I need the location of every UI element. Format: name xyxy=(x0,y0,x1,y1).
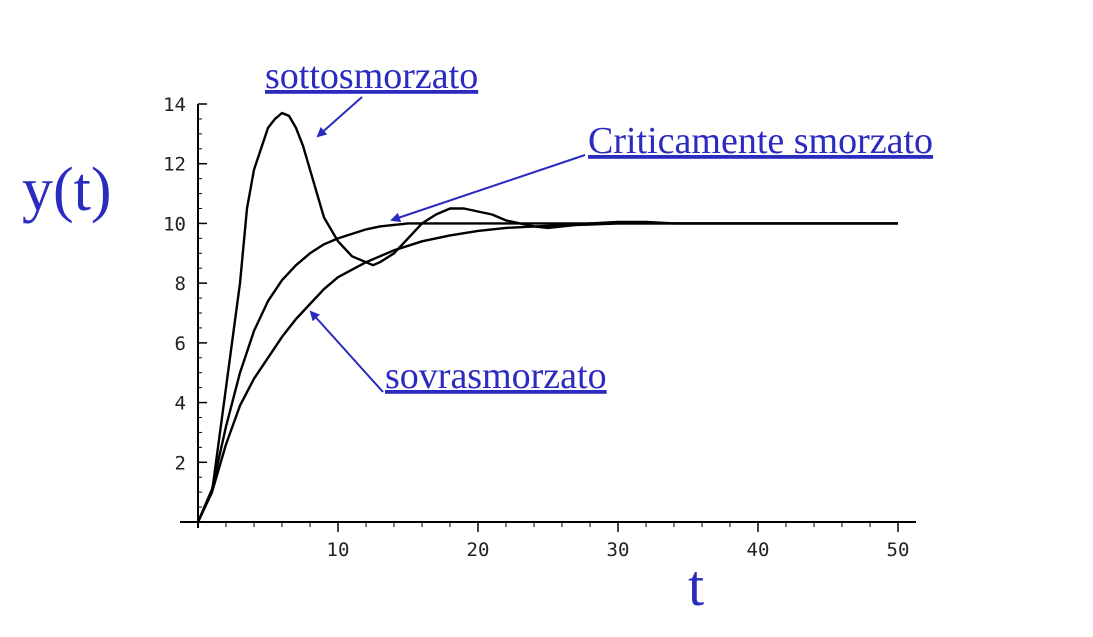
x-tick-label: 20 xyxy=(467,539,490,561)
series-line-1 xyxy=(196,111,898,523)
y-axis-title: y(t) xyxy=(22,156,112,224)
y-tick-label: 12 xyxy=(163,154,186,176)
x-tick-label: 30 xyxy=(607,539,630,561)
x-tick-label: 40 xyxy=(747,539,770,561)
x-tick-label: 50 xyxy=(887,539,910,561)
arrow-sottosmorzato xyxy=(316,96,363,138)
y-tick-label: 2 xyxy=(175,452,186,474)
annotation-sovrasmorzato: sovrasmorzato xyxy=(385,355,607,397)
y-tick-label: 10 xyxy=(163,213,186,235)
arrow-criticamente-smorzato xyxy=(390,154,586,223)
y-tick-label: 8 xyxy=(175,273,186,295)
y-tick-label: 4 xyxy=(175,393,186,415)
x-axis-title: t xyxy=(688,553,704,618)
axes: 10 20 30 40 50 2 4 6 8 10 12 14 xyxy=(163,94,916,561)
y-tick-label: 14 xyxy=(163,94,186,116)
series-line-2 xyxy=(196,222,898,523)
y-tick-label: 6 xyxy=(175,333,186,355)
arrow-sovrasmorzato xyxy=(309,310,384,393)
annotation-sottosmorzato: sottosmorzato xyxy=(265,55,478,97)
x-tick-label: 10 xyxy=(327,539,350,561)
curves xyxy=(196,111,898,523)
annotation-criticamente-smorzato: Criticamente smorzato xyxy=(588,120,933,162)
series-line-3 xyxy=(196,222,898,523)
